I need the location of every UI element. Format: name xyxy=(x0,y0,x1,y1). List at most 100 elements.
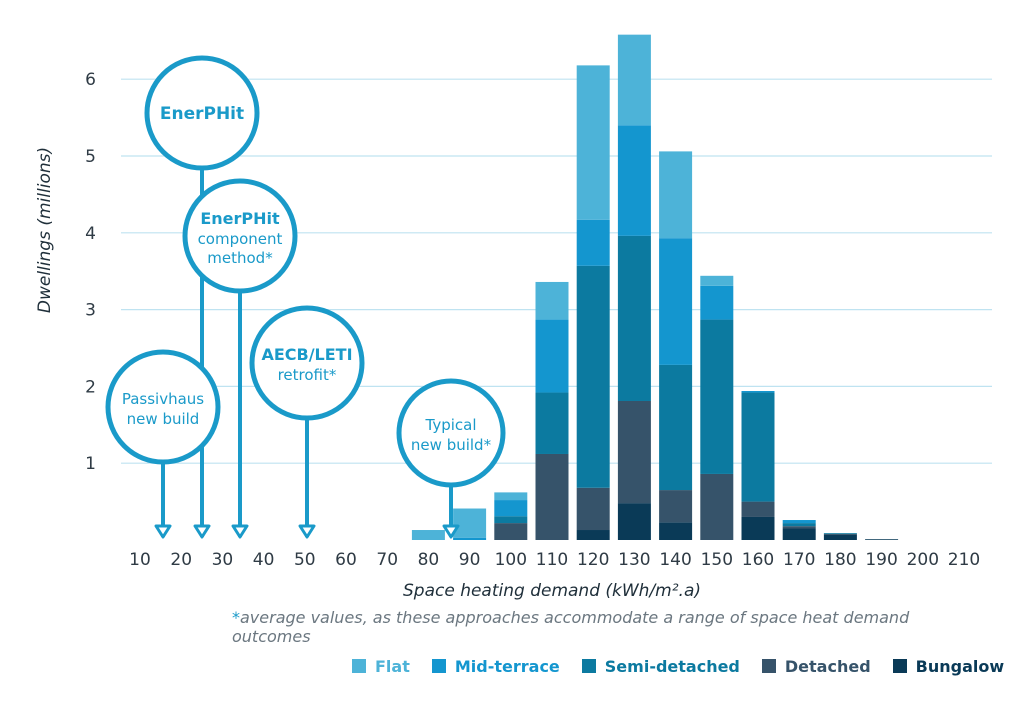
y-axis-label: Dwellings (millions) xyxy=(35,147,55,313)
legend-swatch xyxy=(761,659,776,673)
bar-segment-mid-terrace xyxy=(659,238,693,365)
bar-segment-flat xyxy=(659,151,693,239)
x-tick-label: 90 xyxy=(459,550,481,570)
legend-item-flat: Flat xyxy=(352,657,410,676)
bar-segment-detached xyxy=(700,473,734,540)
legend-swatch xyxy=(581,659,596,673)
x-tick-labels: 10 20 30 40 50 60 70 80 90 100 110 120 130 140 150 160 1… xyxy=(129,550,980,570)
x-tick-label: 20 xyxy=(170,550,192,570)
legend-swatch xyxy=(431,659,446,673)
annotation-enerphit-title: EnerPHit xyxy=(160,104,244,124)
x-tick-label: 180 xyxy=(824,550,856,570)
annotation-typical: Typical new build* xyxy=(396,378,506,539)
annotation-aecb-arrowhead xyxy=(298,524,316,539)
x-tick-label: 60 xyxy=(335,550,357,570)
x-tick-label: 210 xyxy=(948,550,980,570)
annotation-enerphit-component: EnerPHit component method* xyxy=(182,178,298,539)
bar-segment-mid-terrace xyxy=(494,500,528,517)
x-tick-label: 200 xyxy=(907,550,939,570)
legend-label: Semi-detached xyxy=(604,656,740,676)
y-tick-label: 6 xyxy=(85,70,96,90)
footnote-text: average values, as these approaches acco… xyxy=(232,608,910,646)
annotation-passivhaus-circle xyxy=(105,349,221,465)
bar-segment-bungalow xyxy=(865,539,899,540)
annotation-passivhaus: Passivhaus new build xyxy=(105,349,221,539)
bar-segment-detached xyxy=(494,523,528,540)
bar-segment-mid-terrace xyxy=(617,125,651,236)
annotation-component-arrowhead xyxy=(231,524,249,539)
bar-segment-semi-detached xyxy=(700,319,734,474)
x-tick-label: 130 xyxy=(618,550,650,570)
bar-segment-detached xyxy=(741,501,775,517)
bar-segment-detached xyxy=(617,400,651,504)
x-tick-label: 140 xyxy=(659,550,691,570)
bar-segment-semi-detached xyxy=(494,516,528,524)
chart: 1 2 3 4 5 6 10 20 30 40 50 60 70 80 90 100 110 120 130 140… xyxy=(35,34,992,600)
bar-segment-semi-detached xyxy=(535,392,569,454)
bar-segment-bungalow xyxy=(823,534,857,540)
legend-label: Detached xyxy=(784,656,871,676)
x-axis-label: Space heating demand (kWh/m².a) xyxy=(403,581,701,600)
y-tick-label: 1 xyxy=(85,454,96,474)
legend-swatch xyxy=(352,659,366,673)
annotation-typical-circle xyxy=(396,378,506,488)
x-tick-label: 10 xyxy=(129,550,151,570)
legend-item-semi-detached: Semi-detached xyxy=(581,656,740,676)
annotation-enerphit-circle xyxy=(144,55,260,171)
x-tick-label: 110 xyxy=(536,550,568,570)
annotation-aecb: AECB/LETI retrofit* xyxy=(249,305,365,539)
x-tick-label: 70 xyxy=(376,550,398,570)
bar-segment-flat xyxy=(535,281,569,320)
footnote-star: * xyxy=(232,608,240,627)
annotation-passivhaus-arrowhead xyxy=(154,524,172,539)
annotation-component-title: EnerPHit xyxy=(200,209,280,228)
bar-segment-mid-terrace xyxy=(741,391,775,393)
bar-segment-semi-detached xyxy=(659,364,693,491)
footnote: *average values, as these approaches acc… xyxy=(232,608,992,646)
annotation-enerphit: EnerPHit xyxy=(144,55,260,539)
annotation-component-circle xyxy=(182,178,298,294)
bar-segment-mid-terrace xyxy=(700,285,734,320)
legend-label: Bungalow xyxy=(915,656,1005,676)
y-tick-label: 5 xyxy=(85,147,96,167)
bar-segment-semi-detached xyxy=(823,533,857,534)
y-tick-label: 3 xyxy=(85,301,96,321)
bar-segment-bungalow xyxy=(741,516,775,540)
bar-segment-detached xyxy=(535,453,569,540)
bar-segment-detached xyxy=(576,487,610,531)
bar-segment-bungalow xyxy=(659,522,693,540)
bar-segment-semi-detached xyxy=(741,392,775,502)
y-tick-label: 2 xyxy=(85,377,96,397)
bar-segment-flat xyxy=(700,275,734,286)
legend-swatch xyxy=(892,659,907,673)
bar-segment-mid-terrace xyxy=(535,319,569,393)
annotation-component-line1: component xyxy=(198,230,283,248)
annotation-component-line2: method* xyxy=(207,249,273,267)
annotation-aecb-line1: retrofit* xyxy=(278,366,337,384)
bar-segment-flat xyxy=(453,508,487,538)
x-tick-label: 150 xyxy=(701,550,733,570)
x-tick-label: 40 xyxy=(253,550,275,570)
annotation-aecb-circle xyxy=(249,305,365,421)
bar-segment-bungalow xyxy=(617,503,651,540)
bar-segment-flat xyxy=(494,492,528,501)
bar-segment-mid-terrace xyxy=(782,520,816,524)
bar-segment-flat xyxy=(617,34,651,126)
bar-segment-mid-terrace xyxy=(576,219,610,266)
y-tick-label: 4 xyxy=(85,224,96,244)
x-tick-label: 100 xyxy=(495,550,527,570)
x-tick-label: 160 xyxy=(742,550,774,570)
bar-segment-detached xyxy=(782,526,816,529)
x-tick-label: 50 xyxy=(294,550,316,570)
legend: Flat Mid-terrace Semi-detached Detached Bung… xyxy=(352,653,1004,679)
annotation-passivhaus-line1: Passivhaus xyxy=(122,390,204,408)
legend-label: Flat xyxy=(375,656,410,676)
annotation-typical-arrowhead xyxy=(442,524,460,539)
annotation-passivhaus-line2: new build xyxy=(127,410,200,428)
bar-segment-flat xyxy=(411,530,445,540)
annotation-enerphit-arrowhead xyxy=(193,524,211,539)
bar-segment-semi-detached xyxy=(576,265,610,488)
bar-segment-semi-detached xyxy=(617,235,651,401)
legend-label: Mid-terrace xyxy=(454,656,560,676)
bar-segment-bungalow xyxy=(576,530,610,540)
